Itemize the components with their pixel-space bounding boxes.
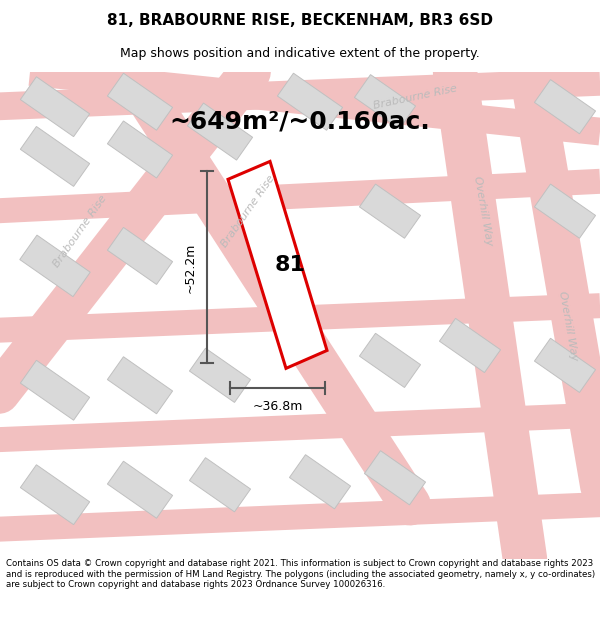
Text: Map shows position and indicative extent of the property.: Map shows position and indicative extent… [120, 48, 480, 61]
Bar [277, 73, 343, 130]
Text: ~52.2m: ~52.2m [184, 242, 197, 292]
Text: Overhill Way: Overhill Way [557, 290, 579, 361]
Bar [20, 465, 89, 524]
Bar [535, 338, 596, 392]
Bar [190, 348, 251, 403]
Text: Brabourne Rise: Brabourne Rise [220, 173, 277, 249]
Text: 81: 81 [274, 255, 305, 275]
Bar [359, 333, 421, 388]
Bar [20, 360, 89, 420]
Bar [20, 77, 89, 137]
Bar [20, 126, 89, 186]
Bar [535, 184, 596, 238]
Text: 81, BRABOURNE RISE, BECKENHAM, BR3 6SD: 81, BRABOURNE RISE, BECKENHAM, BR3 6SD [107, 12, 493, 28]
Bar [190, 458, 251, 512]
Bar [439, 318, 500, 372]
Bar [364, 451, 425, 505]
Bar [535, 79, 596, 134]
Text: Contains OS data © Crown copyright and database right 2021. This information is : Contains OS data © Crown copyright and d… [6, 559, 595, 589]
Bar [107, 73, 173, 130]
Text: ~36.8m: ~36.8m [253, 400, 302, 413]
Bar [355, 74, 416, 129]
Text: ~649m²/~0.160ac.: ~649m²/~0.160ac. [170, 109, 430, 134]
Bar [107, 228, 173, 284]
Bar [107, 121, 173, 178]
Bar [359, 184, 421, 238]
Text: Overhill Way: Overhill Way [472, 176, 494, 247]
Text: Brabourne Rise: Brabourne Rise [372, 83, 458, 111]
Bar [289, 454, 350, 509]
Bar [20, 235, 90, 297]
Polygon shape [228, 161, 327, 368]
Bar [107, 357, 173, 414]
Text: Brabourne Rise: Brabourne Rise [52, 193, 109, 269]
Bar [107, 461, 173, 518]
Bar [187, 103, 253, 160]
